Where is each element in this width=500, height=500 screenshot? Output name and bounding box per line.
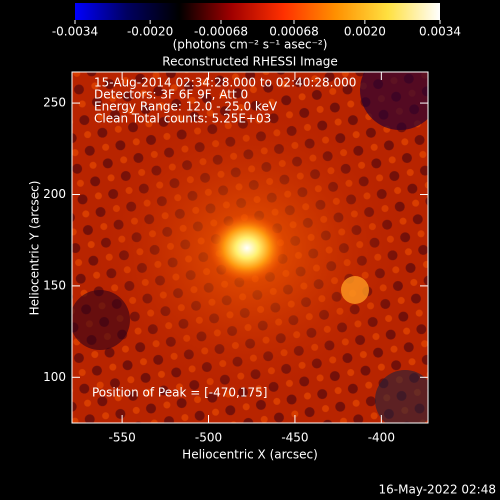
y-tick-label: 150 <box>43 278 66 292</box>
annotation: Detectors: 3F 6F 9F, Att 0 <box>94 88 248 102</box>
y-tick-label: 250 <box>43 96 66 110</box>
y-tick-label: 200 <box>43 187 66 201</box>
colorbar-tick-label: -0.00068 <box>194 25 248 39</box>
x-tick-label: -400 <box>368 431 395 445</box>
colorbar-tick-label: 0.0020 <box>344 25 386 39</box>
annotation: Clean Total counts: 5.25E+03 <box>94 112 271 126</box>
timestamp: 16-May-2022 02:48 <box>379 483 496 497</box>
annotation: Energy Range: 12.0 - 25.0 keV <box>94 100 278 114</box>
x-tick-label: -550 <box>108 431 135 445</box>
y-axis-label: Heliocentric Y (arcsec) <box>28 181 42 316</box>
colorbar-tick-label: -0.0020 <box>127 25 173 39</box>
colorbar-tick-label: 0.0034 <box>419 25 461 39</box>
colorbar-tick-label: 0.00068 <box>269 25 319 39</box>
x-tick-label: -450 <box>281 431 308 445</box>
chart-title: Reconstructed RHESSI Image <box>162 55 337 69</box>
colorbar <box>75 3 440 20</box>
colorbar-label: (photons cm⁻² s⁻¹ asec⁻²) <box>173 38 328 52</box>
peak-label: Position of Peak = [-470,175] <box>92 386 267 400</box>
image <box>72 72 428 423</box>
annotation: 15-Aug-2014 02:34:28.000 to 02:40:28.000 <box>94 76 356 90</box>
x-tick-label: -500 <box>195 431 222 445</box>
y-tick-label: 100 <box>43 370 66 384</box>
colorbar-tick-label: -0.0034 <box>52 25 98 39</box>
plot-frame <box>71 71 429 424</box>
x-axis-label: Heliocentric X (arcsec) <box>182 448 318 462</box>
